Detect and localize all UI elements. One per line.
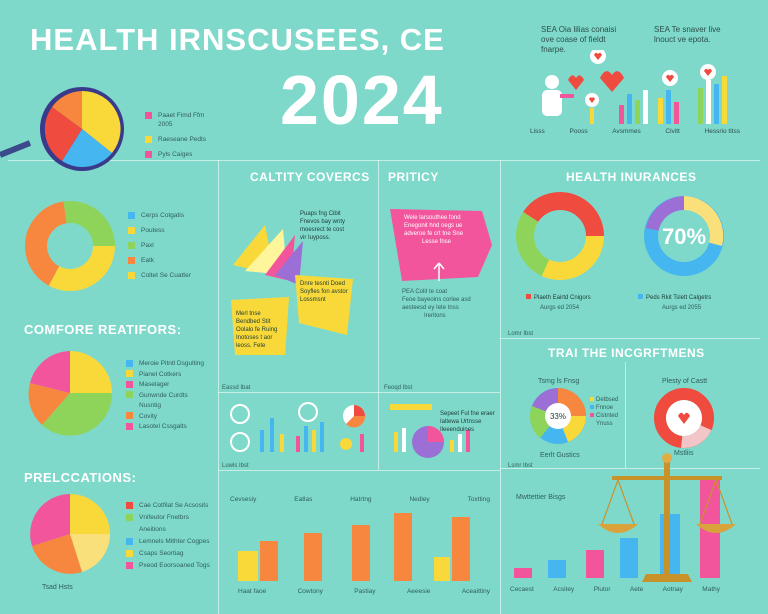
mini-foot: Lsmr Ibst [508, 463, 533, 469]
mini-icons-bars [230, 402, 366, 452]
heart-title: Plesty of Castt [662, 378, 708, 385]
divider [218, 470, 500, 471]
policy-callout-shape [390, 209, 492, 281]
policy-note-b: PEA Colit te coat Feoe bayeoins corlee as… [402, 289, 471, 319]
comfore-legend: Meroie Pitntl Dsgulting Pianel Cotkers M… [126, 359, 204, 433]
divider [625, 362, 626, 468]
right-bars-labels: Cecaest Acsitey Plutor Aete Aotnay Mathy [510, 586, 720, 593]
year-heading: 2024 [280, 61, 444, 139]
trai-pie-legend: Detbsed Fnnoe Cistnted Ynuss [590, 396, 618, 428]
coverage-note-c: Merl tnse Bendbed Stit Oolalo fe Ruing Inot… [236, 311, 278, 349]
divider [218, 160, 219, 614]
trai-pie-center: 33% [550, 412, 566, 421]
pie1-legend: Paaet Fimd Ffm 2005 Raeseane Pedts Pyls … [145, 108, 215, 162]
divider [378, 160, 379, 470]
infographic-title: HEALTH IRNSCUSEES, CE [30, 22, 445, 57]
prelccations-foot: Tsad Hsts [42, 584, 73, 591]
comfore-title: COMFORE REATIFORS: [24, 322, 182, 337]
divider [8, 160, 760, 161]
coverage-note-b: Dnre tesnti Doed Soyfles fon avstor Lossms… [300, 281, 348, 303]
donut1-sub: Aurgs ed 2054 [540, 305, 580, 311]
health-icons-strip [542, 50, 727, 124]
magnifier-pie-chart [0, 87, 124, 171]
policy-foot: Feoqd Ibst [384, 385, 413, 391]
bars-title: Mwttettier Bisgs [516, 494, 566, 501]
scales-of-justice-icon [598, 453, 736, 582]
big-heart-icon [600, 71, 624, 92]
divider [500, 468, 760, 469]
mini-right-chart [390, 404, 470, 458]
trai-pie-foot: Eerlt Gustics [540, 452, 580, 459]
scales-bar-chart [514, 453, 736, 582]
coverage-foot: Eassd Ibat [222, 385, 251, 391]
mini-left-foot: Luwls Ibst [222, 463, 249, 469]
prelccations-pie-chart [30, 494, 110, 574]
donut-legend: Cerps Cotgatis Poutess Paxl Eatk Coltet … [128, 208, 191, 283]
magnifier-handle [0, 140, 32, 158]
trai-title: TRAI THE INCGRFTMENS [548, 346, 705, 360]
prelccations-title: PRELCCATIONS: [24, 470, 137, 485]
policy-title: PRITICY [388, 170, 439, 184]
divider [218, 392, 500, 393]
bottom-bar-chart [238, 513, 470, 581]
prelccations-legend: Cae Cotfilat Se Acsosits Vnifeutor Fnetb… [126, 500, 210, 572]
heart-foot: Mstliis [674, 450, 694, 457]
insurance-donut-2: 70% [644, 196, 724, 276]
insurance-foot: Lomr Ibst [508, 331, 534, 337]
heart-pin-icon-4 [700, 64, 716, 80]
coverage-note-a: Puaps fng Cibit Fnevos bay wnty moesrect t… [300, 211, 346, 241]
top-note-left: SEA Oia lilias conaisi ove coase of field… [541, 25, 617, 54]
policy-note-a: Wele larsouthee fond Enegonit hnd oegs ue… [404, 215, 464, 245]
arrow-up-icon [433, 262, 445, 281]
heart-pin-icon-3 [662, 70, 678, 86]
icon-labels: Lisss Pooss Avsmmes Civitt Hessrio titss [530, 128, 740, 135]
donut2-label: Peds Rkit Tslett Calgetrs [638, 294, 711, 302]
person-icon [542, 75, 574, 116]
divider [500, 160, 501, 614]
trai-pie-chart: 33% [529, 388, 586, 444]
globe-icon [230, 432, 250, 452]
heart-pin-icon [590, 50, 606, 64]
insurance-donut-1 [516, 192, 604, 280]
coverage-title: CALTITY COVERCS [250, 170, 370, 184]
top-note-right: SEA Te snaver live lnouct ve epota. [654, 25, 721, 44]
donut1-label: Plaeth Eairtd Cnigors [526, 294, 591, 302]
heart-icon [678, 412, 690, 424]
heart-donut-chart [654, 388, 714, 448]
comfore-pie-chart [28, 351, 113, 436]
pie-title: Tsmg ls Fnsg [538, 378, 580, 385]
coverage-fan-graphic [231, 225, 353, 355]
clock-icon [230, 404, 250, 424]
bottom-bars-top-labels: Cevsesiy Eatlas Hatrtng Nedley Toxtting [230, 496, 490, 503]
donut2-sub: Aurgs ed 2055 [662, 305, 702, 311]
donut2-percent: 70% [662, 224, 706, 249]
bottom-bars-labels: Haat faoe Cowtony Pastiay Aeeesie Aceait… [238, 588, 490, 595]
divider [500, 338, 760, 339]
heart-icon [568, 75, 584, 90]
person-circle-icon [298, 402, 318, 422]
insurance-title: HEALTH INURANCES [566, 170, 697, 184]
left-donut-chart [25, 201, 115, 291]
mini-right-note: Sepeet Ful fne eraer Ialtewa Urtnsse Ileee… [440, 411, 495, 433]
heart-pin-icon-2 [585, 93, 599, 107]
